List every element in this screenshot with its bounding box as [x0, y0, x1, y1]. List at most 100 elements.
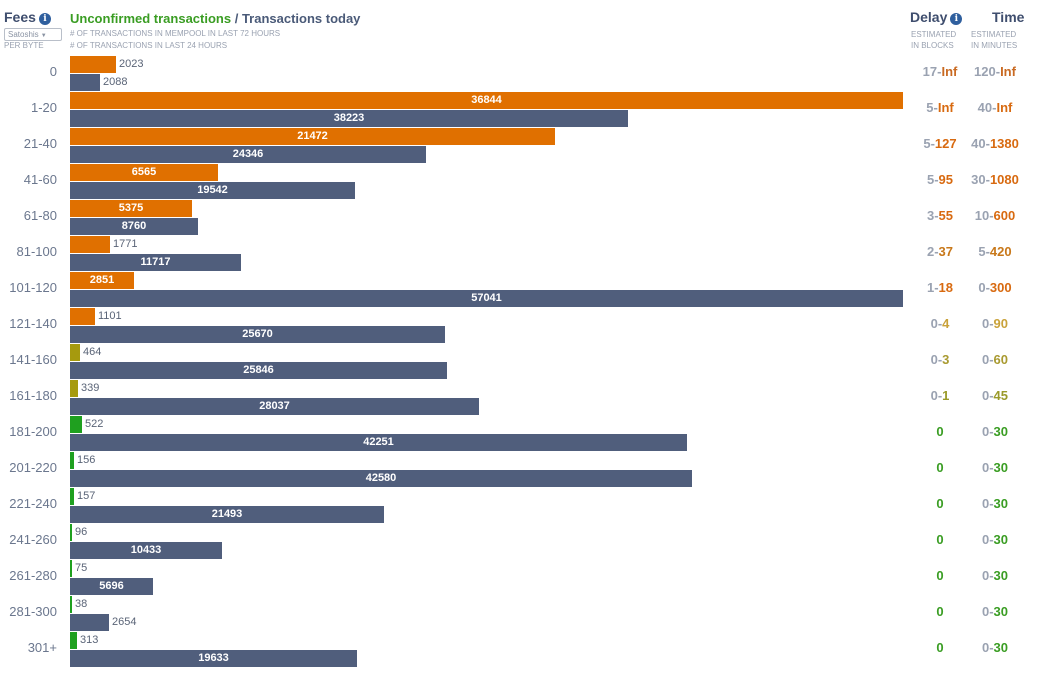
unconfirmed-bar[interactable] [70, 632, 77, 649]
fee-range-label: 301+ [27, 640, 57, 655]
today-bar[interactable] [70, 362, 447, 379]
time-value: 40-Inf [960, 100, 1030, 115]
delay-info-icon[interactable]: i [950, 13, 963, 25]
time-value-low: 0- [981, 424, 994, 439]
today-bar[interactable] [70, 470, 692, 487]
time-value-high: 420 [989, 244, 1012, 259]
today-bar[interactable] [70, 290, 903, 307]
today-bar[interactable] [70, 110, 628, 127]
today-bar-value: 24346 [232, 148, 264, 160]
delay-value: 0 [900, 496, 980, 511]
fee-range-label: 281-300 [9, 604, 57, 619]
time-value-high: 600 [993, 208, 1016, 223]
unit-select-value: Satoshis [8, 30, 39, 39]
time-value-low: 10- [974, 208, 994, 223]
unconfirmed-bar[interactable] [70, 236, 110, 253]
time-value-high: 30 [993, 496, 1009, 511]
delay-value: 0 [900, 460, 980, 475]
time-value-high: 30 [993, 604, 1009, 619]
delay-value: 17-Inf [900, 64, 980, 79]
chevron-down-icon: ▼ [40, 33, 47, 39]
time-value-low: 0- [981, 460, 994, 475]
delay-value-high: 1 [942, 388, 950, 403]
unconfirmed-bar[interactable] [70, 560, 72, 577]
fee-range-label: 0 [49, 64, 57, 79]
delay-value-low: 1- [926, 280, 939, 295]
today-bar[interactable] [70, 74, 100, 91]
time-value: 0-90 [960, 316, 1030, 331]
today-bar[interactable] [70, 326, 445, 343]
today-bar[interactable] [70, 542, 222, 559]
time-value-high: 30 [993, 424, 1009, 439]
fee-range-label: 1-20 [30, 100, 57, 115]
time-value-low: 0- [981, 316, 994, 331]
delay-value: 0 [900, 640, 980, 655]
unconfirmed-bar[interactable] [70, 272, 134, 289]
unconfirmed-bar[interactable] [70, 92, 903, 109]
fee-range-label: 161-180 [9, 388, 57, 403]
unconfirmed-bar-value: 2851 [89, 274, 115, 286]
unconfirmed-bar[interactable] [70, 524, 72, 541]
today-bar[interactable] [70, 650, 357, 667]
unconfirmed-bar-value: 5375 [118, 202, 144, 214]
time-value: 120-Inf [960, 64, 1030, 79]
today-bar[interactable] [70, 506, 384, 523]
delay-value-low: 0- [930, 388, 943, 403]
unconfirmed-bar[interactable] [70, 308, 95, 325]
delay-sub-line1: ESTIMATED [911, 30, 957, 39]
delay-value: 5-127 [900, 136, 980, 151]
today-bar[interactable] [70, 146, 426, 163]
time-value: 0-300 [960, 280, 1030, 295]
fee-range-label: 41-60 [23, 172, 57, 187]
unconfirmed-bar[interactable] [70, 452, 74, 469]
fees-info-icon[interactable]: i [38, 13, 51, 25]
unconfirmed-bar[interactable] [70, 164, 218, 181]
unconfirmed-bar[interactable] [70, 344, 80, 361]
unconfirmed-bar[interactable] [70, 56, 116, 73]
time-value-high: 30 [993, 568, 1009, 583]
delay-value-high: 0 [936, 532, 944, 547]
fee-range-label: 201-220 [9, 460, 57, 475]
unit-select[interactable]: Satoshis ▼ [4, 28, 62, 41]
unconfirmed-bar-value: 36844 [471, 94, 502, 106]
delay-value-high: 37 [938, 244, 954, 259]
time-value: 5-420 [960, 244, 1030, 259]
time-value: 0-30 [960, 460, 1030, 475]
time-value-high: Inf [996, 100, 1013, 115]
delay-value-low: 0- [930, 352, 943, 367]
fee-range-label: 101-120 [9, 280, 57, 295]
fees-title-label: Fees [4, 9, 36, 25]
delay-value: 0-4 [900, 316, 980, 331]
unconfirmed-bar[interactable] [70, 380, 78, 397]
delay-value: 5-Inf [900, 100, 980, 115]
delay-value: 0 [900, 604, 980, 619]
today-bar-value: 25670 [242, 328, 273, 340]
unconfirmed-bar-value: 1771 [113, 238, 138, 250]
today-bar[interactable] [70, 614, 109, 631]
today-bar[interactable] [70, 398, 479, 415]
unconfirmed-bar[interactable] [70, 488, 74, 505]
today-bar[interactable] [70, 182, 355, 199]
fee-range-label: 121-140 [9, 316, 57, 331]
time-value-low: 0- [978, 280, 990, 295]
delay-value-high: 3 [942, 352, 950, 367]
unconfirmed-bar[interactable] [70, 596, 72, 613]
unconfirmed-bar[interactable] [70, 416, 82, 433]
time-title: Time [992, 9, 1025, 25]
unconfirmed-bar[interactable] [70, 128, 555, 145]
unconfirmed-bar-value: 339 [81, 382, 100, 394]
fee-range-label: 261-280 [9, 568, 57, 583]
delay-subtitle: ESTIMATED IN BLOCKS [911, 29, 956, 51]
unconfirmed-bar[interactable] [70, 200, 192, 217]
today-bar[interactable] [70, 434, 687, 451]
today-bar[interactable] [70, 578, 153, 595]
chart-title-sep: / [231, 11, 242, 26]
today-bar[interactable] [70, 254, 241, 271]
unconfirmed-bar-value: 464 [83, 346, 102, 358]
today-bar[interactable] [70, 218, 198, 235]
delay-value-high: 127 [934, 136, 957, 151]
unconfirmed-bar-value: 2023 [119, 58, 144, 70]
time-value-high: 90 [993, 316, 1009, 331]
chart-subtitle-today: # OF TRANSACTIONS IN LAST 24 HOURS [70, 41, 228, 50]
time-value-low: 30- [971, 172, 990, 187]
